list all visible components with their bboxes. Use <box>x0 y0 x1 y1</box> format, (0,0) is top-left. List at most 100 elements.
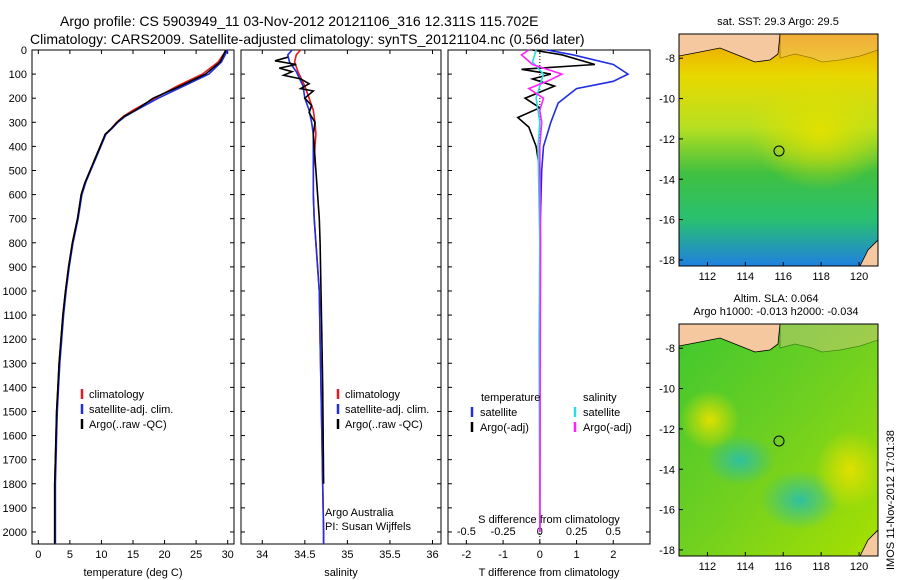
map-sst-frame <box>678 33 879 267</box>
legend-label: satellite-adj. clim. <box>345 404 429 416</box>
x-tick-label: -2 <box>461 549 471 561</box>
panel-frame <box>31 49 235 545</box>
x-tick-label: 0 <box>35 549 41 561</box>
x-tick-label: 15 <box>127 549 139 561</box>
map-x-tick-label: 120 <box>850 271 868 283</box>
legend-label: climatology <box>345 389 401 401</box>
legend-label: satellite <box>480 407 517 419</box>
map-y-tick-label: -12 <box>659 134 675 146</box>
y-tick-label: 1200 <box>3 334 27 346</box>
figure-title-line1: Argo profile: CS 5903949_11 03-Nov-2012 … <box>60 13 539 29</box>
x-tick-label: 35.5 <box>379 549 400 561</box>
legend-label: satellite <box>583 407 620 419</box>
sst-warm-patch <box>750 70 878 190</box>
x-tick-label: 25 <box>190 549 202 561</box>
australia-land <box>859 239 878 266</box>
legend-label: Argo(..raw -QC) <box>89 419 167 431</box>
map-x-tick-label: 116 <box>774 271 792 283</box>
legend-label: Argo(-adj) <box>583 422 632 434</box>
y-tick-label: 800 <box>9 238 27 250</box>
x-tick-label: 0 <box>537 549 543 561</box>
map-x-tick-label: 112 <box>699 561 717 573</box>
y-tick-label: 1100 <box>3 310 27 322</box>
panel-differences: -2 -1 0 1 2 T difference from climatology -0.5… <box>447 49 651 579</box>
sla-high-patch-1 <box>680 390 740 450</box>
series-line-satellite <box>538 49 630 532</box>
sla-low-patch-1 <box>705 435 775 485</box>
series-line-argo-raw-qc- <box>53 49 227 544</box>
y-tick-label: 300 <box>9 117 27 129</box>
panel-salinity: 34 34.5 35 35.5 36 salinity climatology satelli… <box>240 49 442 579</box>
panel-temperature: 0 5 10 15 20 25 300100200300400500600700800900… <box>3 45 235 579</box>
y-tick-label: 1700 <box>3 455 27 467</box>
y-tick-label: 1800 <box>3 479 27 491</box>
legend-label: satellite-adj. clim. <box>89 404 173 416</box>
map-y-tick-label: -16 <box>659 505 675 517</box>
map-x-tick-label: 120 <box>850 561 868 573</box>
s-tick-label: -0.25 <box>491 526 516 538</box>
map-y-tick-label: -8 <box>665 343 675 355</box>
map-y-tick-label: -10 <box>659 384 675 396</box>
y-tick-label: 600 <box>9 190 27 202</box>
map-x-tick-label: 112 <box>699 271 717 283</box>
map-sla-title: Altim. SLA: 0.064 <box>734 293 819 305</box>
y-tick-label: 1600 <box>3 431 27 443</box>
map-sst-ticks: 112 114 116 118 120 -8 -10 -12 -14 -16 -18 <box>659 53 868 283</box>
map-sst-title: sat. SST: 29.3 Argo: 29.5 <box>717 16 839 28</box>
map-y-tick-label: -14 <box>659 174 675 186</box>
series-line-satellite-adj-clim- <box>54 49 229 544</box>
map-sst: sat. SST: 29.3 Argo: 29.5 112 114 116 118 12… <box>659 16 879 283</box>
bali-land-2 <box>779 324 878 353</box>
panel-frame <box>447 49 651 545</box>
map-y-tick-label: -18 <box>659 545 675 557</box>
legend-header-salinity: salinity <box>583 392 617 404</box>
x-tick-label: 20 <box>158 549 170 561</box>
y-tick-label: 400 <box>9 141 27 153</box>
figure-title-line2: Climatology: CARS2009. Satellite-adjuste… <box>30 31 585 47</box>
s-tick-label: -0.5 <box>457 526 476 538</box>
map-x-tick-label: 114 <box>737 561 755 573</box>
legend-label: climatology <box>89 389 145 401</box>
x-tick-label: 30 <box>222 549 234 561</box>
annotation-line2: PI: Susan Wijffels <box>325 521 411 533</box>
map-x-tick-label: 118 <box>812 271 830 283</box>
map-sla-ticks: 112 114 116 118 120 -8 -10 -12 -14 -16 -18 <box>659 343 868 573</box>
y-tick-label: 500 <box>9 165 27 177</box>
y-tick-label: 100 <box>9 69 27 81</box>
x-tick-label: 5 <box>67 549 73 561</box>
legend-header-temperature: temperature <box>481 392 540 404</box>
y-tick-label: 200 <box>9 93 27 105</box>
footer-timestamp: IMOS 11-Nov-2012 17:01:38 <box>885 430 897 570</box>
legend-label: Argo(-adj) <box>480 422 529 434</box>
bali-land <box>779 34 878 63</box>
australia-land-2 <box>859 529 878 556</box>
map-x-tick-label: 114 <box>737 271 755 283</box>
argo-marker-sla <box>773 435 785 447</box>
series-line-argo-adj- <box>520 49 565 533</box>
sla-high-patch-2 <box>815 430 878 510</box>
y-tick-label: 1500 <box>3 406 27 418</box>
y-tick-label: 1000 <box>3 286 27 298</box>
s-tick-label: 0.5 <box>606 526 621 538</box>
x-axis-label: T difference from climatology <box>479 567 620 579</box>
series-line-climatology <box>53 49 228 544</box>
y-tick-label: 1900 <box>3 503 27 515</box>
map-x-tick-label: 116 <box>774 561 792 573</box>
x-tick-label: 34 <box>256 549 268 561</box>
map-y-tick-label: -18 <box>659 255 675 267</box>
map-sla: Altim. SLA: 0.064 Argo h1000: -0.013 h20… <box>659 293 879 573</box>
map-y-tick-label: -14 <box>659 464 675 476</box>
panel-frame <box>240 49 442 545</box>
map-y-tick-label: -10 <box>659 94 675 106</box>
map-x-tick-label: 118 <box>812 561 830 573</box>
map-sla-subtitle: Argo h1000: -0.013 h2000: -0.034 <box>693 306 858 318</box>
x-tick-label: 10 <box>95 549 107 561</box>
map-y-tick-label: -8 <box>665 53 675 65</box>
y-tick-label: 2000 <box>3 527 27 539</box>
x-tick-label: 34.5 <box>294 549 315 561</box>
map-y-tick-label: -16 <box>659 215 675 227</box>
x-axis-label: temperature (deg C) <box>83 567 182 579</box>
annotation-line1: Argo Australia <box>325 507 394 519</box>
s-axis-label: S difference from climatology <box>478 514 620 526</box>
